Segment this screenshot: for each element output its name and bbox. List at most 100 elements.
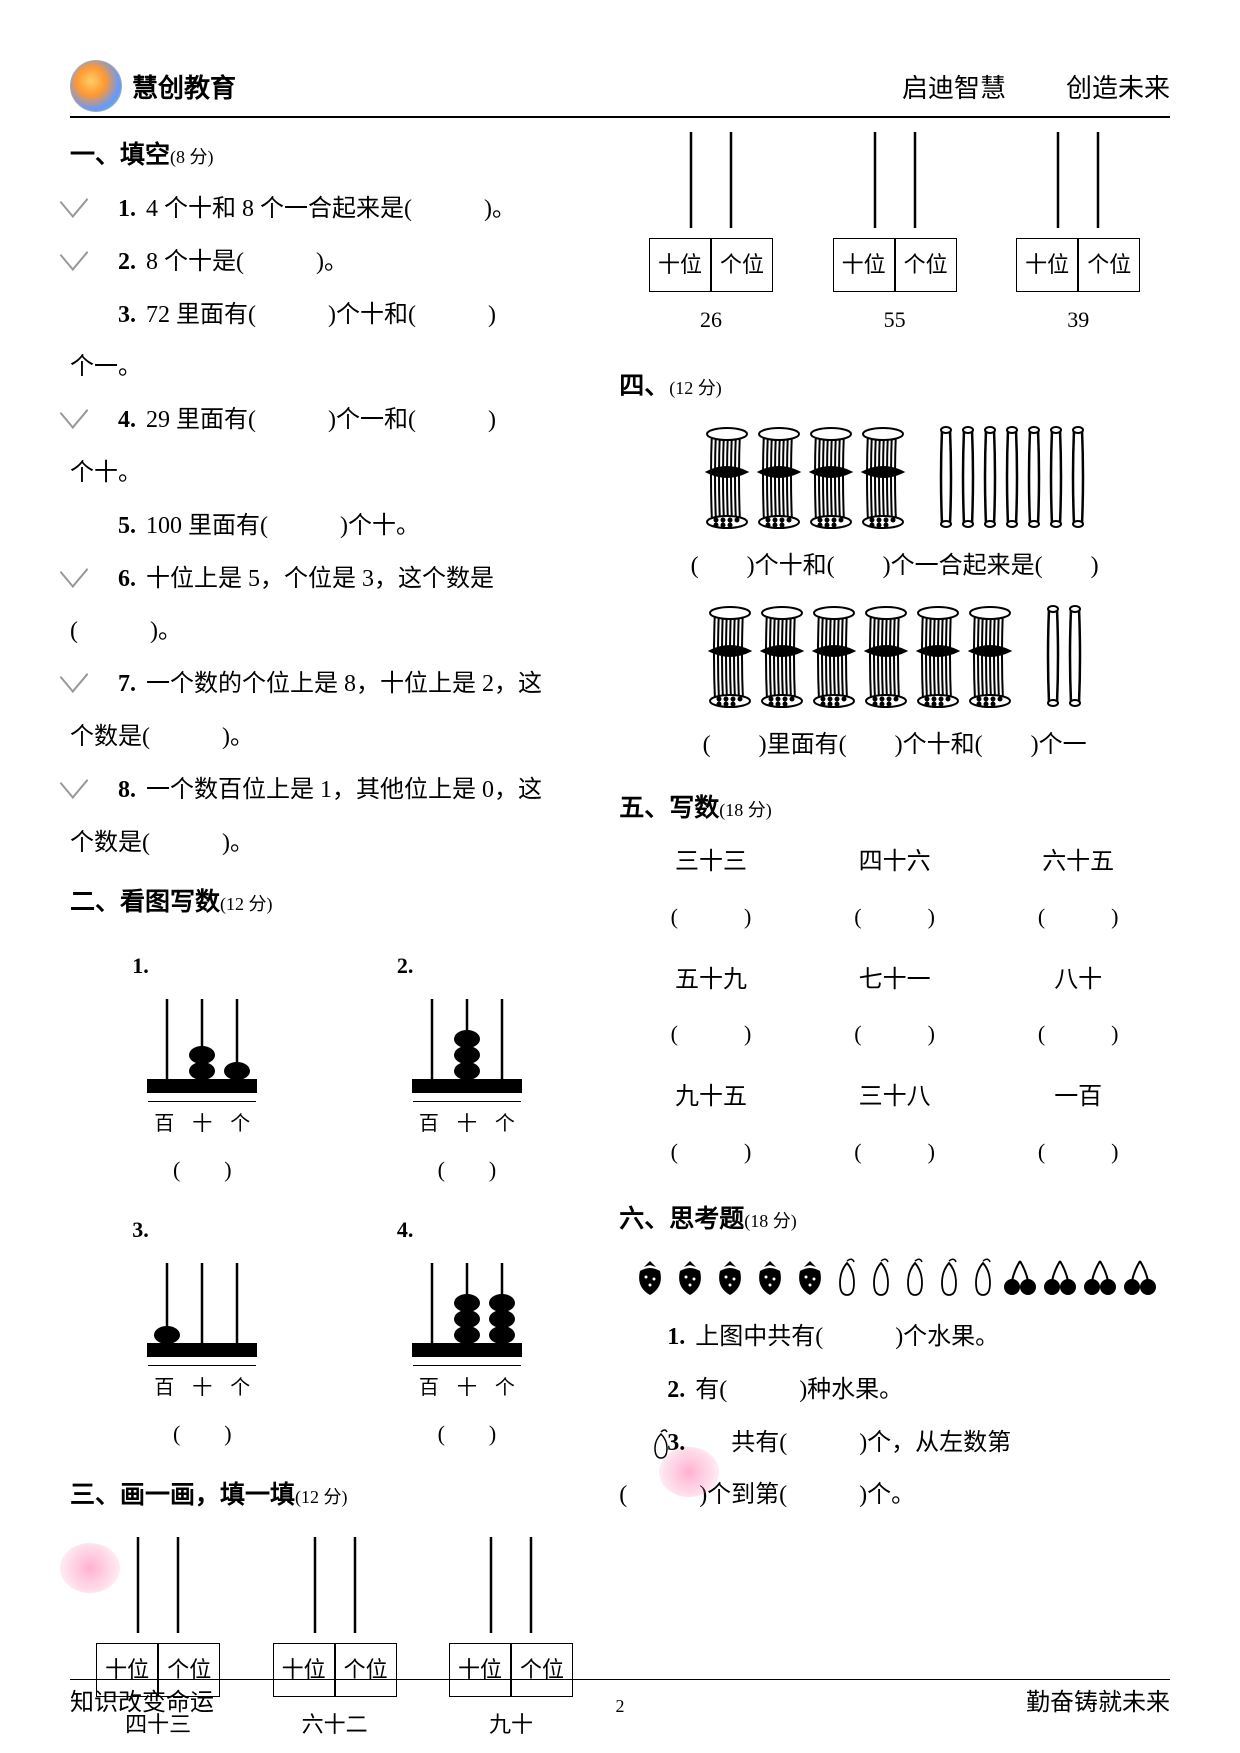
bundle-set-2: [619, 601, 1170, 711]
place-rods-icon: [651, 128, 771, 238]
s2-title: 二、看图写数: [70, 889, 220, 916]
abacus-item: 4. 百十个 ( ): [397, 1206, 537, 1458]
left-column: 一、填空(8 分) 1.4 个十和 8 个一合起来是( )。 2.8 个十是( …: [70, 128, 599, 1750]
bundle-icon: [915, 601, 961, 711]
place-boxes: 十位 个位: [833, 238, 957, 292]
fruit-row: [619, 1257, 1170, 1297]
write-paren: ( ): [619, 893, 803, 941]
place-caption: 55: [884, 296, 906, 344]
bundle-set-1: [619, 422, 1170, 532]
write-word: 三十八: [803, 1071, 987, 1124]
s1-q1: 1.4 个十和 8 个一合起来是( )。: [70, 183, 599, 236]
page-number: 2: [616, 1696, 625, 1717]
bundle-icon: [704, 422, 750, 532]
write-cell: 九十五 ( ): [619, 1071, 803, 1176]
place-item: 十位 个位 55: [833, 128, 957, 345]
s6-q1: 1.上图中共有( )个水果。: [619, 1311, 1170, 1364]
write-word: 七十一: [803, 954, 987, 1007]
stick-icon: [1067, 601, 1083, 711]
abacus-labels: 百十个: [413, 1101, 521, 1146]
write-paren: ( ): [986, 1128, 1170, 1176]
s3-title: 三、画一画，填一填: [70, 1482, 295, 1509]
s1-q5: 5.100 里面有( )个十。: [70, 500, 599, 553]
section-4: 四、(12 分): [619, 359, 1170, 414]
bundle-icon: [707, 601, 753, 711]
bundle-icon: [860, 422, 906, 532]
s1-q4b: 个十。: [70, 447, 599, 500]
ones-box: 个位: [895, 238, 957, 292]
s1-q8b: 个数是( )。: [70, 817, 599, 870]
write-cell: 七十一 ( ): [803, 954, 987, 1059]
abacus-number: 4.: [397, 1206, 414, 1254]
abacus-number: 2.: [397, 942, 414, 990]
pear-icon: [900, 1257, 930, 1297]
logo-icon: [70, 60, 122, 112]
place-rods-icon: [1018, 128, 1138, 238]
pear-icon: [968, 1257, 998, 1297]
write-cell: 八十 ( ): [986, 954, 1170, 1059]
abacus-paren: ( ): [173, 1146, 232, 1194]
footer-right: 勤奋铸就未来: [1026, 1682, 1170, 1717]
write-paren: ( ): [619, 1010, 803, 1058]
abacus-paren: ( ): [173, 1410, 232, 1458]
stick-icon: [938, 422, 954, 532]
place-caption: 26: [700, 296, 722, 344]
abacus-item: 3. 百十个 ( ): [132, 1206, 272, 1458]
place-item: 十位 个位 九十: [449, 1533, 573, 1750]
write-cell: 三十八 ( ): [803, 1071, 987, 1176]
cherry-icon: [1042, 1257, 1078, 1297]
place-rods-icon: [451, 1533, 571, 1643]
write-paren: ( ): [986, 893, 1170, 941]
smudge-icon: [60, 1543, 120, 1593]
abacus-item: 1. 百十个 ( ): [132, 942, 272, 1194]
pear-icon: [866, 1257, 896, 1297]
header-right: 启迪智慧 创造未来: [902, 68, 1170, 105]
abacus-labels: 百十个: [148, 1365, 256, 1410]
s6-q3: 3. 共有( )个，从左数第: [619, 1417, 1170, 1470]
s6-points: (18 分): [744, 1211, 797, 1231]
write-grid: 三十三 ( ) 四十六 ( ) 六十五 ( ) 五十九 ( ) 七十一 ( ) …: [619, 836, 1170, 1176]
section-6: 六、思考题(18 分): [619, 1192, 1170, 1247]
bundle-icon: [759, 601, 805, 711]
s1-q7b: 个数是( )。: [70, 711, 599, 764]
bundle-icon: [967, 601, 1013, 711]
motto-1: 启迪智慧: [902, 68, 1006, 105]
section-3: 三、画一画，填一填(12 分): [70, 1468, 599, 1523]
tens-box: 十位: [833, 238, 895, 292]
abacus-paren: ( ): [438, 1146, 497, 1194]
place-row-a: 十位 个位 四十三 十位 个位 六十二 十位 个位 九十: [70, 1533, 599, 1750]
stick-icon: [1026, 422, 1042, 532]
bundle-icon: [756, 422, 802, 532]
pear-icon: [934, 1257, 964, 1297]
stick-icon: [1048, 422, 1064, 532]
place-boxes: 十位 个位: [1016, 238, 1140, 292]
cherry-icon: [1122, 1257, 1158, 1297]
place-item: 十位 个位 六十二: [273, 1533, 397, 1750]
s4-line2: ( )里面有( )个十和( )个一: [619, 719, 1170, 772]
abacus-number: 1.: [132, 942, 149, 990]
write-word: 八十: [986, 954, 1170, 1007]
strawberry-icon: [792, 1257, 828, 1297]
page-header: 慧创教育 启迪智慧 创造未来: [70, 60, 1170, 118]
abacus-paren: ( ): [438, 1410, 497, 1458]
write-word: 六十五: [986, 836, 1170, 889]
stick-icon: [960, 422, 976, 532]
s1-q7: 7.一个数的个位上是 8，十位上是 2，这: [70, 658, 599, 711]
ones-box: 个位: [711, 238, 773, 292]
strawberry-icon: [632, 1257, 668, 1297]
stick-icon: [1070, 422, 1086, 532]
section-5: 五、写数(18 分): [619, 781, 1170, 836]
place-item: 十位 个位 26: [649, 128, 773, 345]
write-word: 五十九: [619, 954, 803, 1007]
s3-points: (12 分): [295, 1487, 348, 1507]
s2-points: (12 分): [220, 894, 273, 914]
bundle-icon: [808, 422, 854, 532]
abacus-number: 3.: [132, 1206, 149, 1254]
bundle-icon: [863, 601, 909, 711]
s1-q2: 2.8 个十是( )。: [70, 236, 599, 289]
write-word: 四十六: [803, 836, 987, 889]
place-item: 十位 个位 39: [1016, 128, 1140, 345]
write-cell: 三十三 ( ): [619, 836, 803, 941]
s4-title: 四、: [619, 373, 669, 400]
write-word: 一百: [986, 1071, 1170, 1124]
